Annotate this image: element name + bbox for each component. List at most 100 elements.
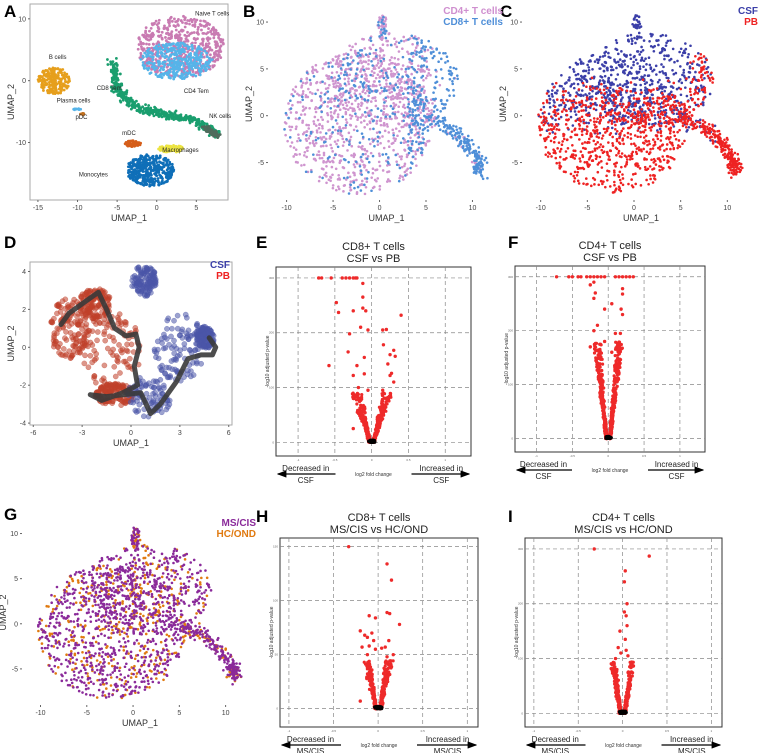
point xyxy=(404,67,408,71)
point xyxy=(347,82,351,86)
point xyxy=(332,111,336,115)
point xyxy=(348,185,352,189)
point xyxy=(291,103,294,107)
point xyxy=(348,123,352,127)
point xyxy=(178,44,182,48)
point xyxy=(372,127,375,131)
point xyxy=(333,104,336,108)
point xyxy=(213,59,217,63)
point xyxy=(366,99,370,102)
point xyxy=(337,54,341,57)
point xyxy=(206,64,209,68)
point xyxy=(664,34,668,37)
point xyxy=(552,99,555,102)
point xyxy=(429,115,432,119)
point xyxy=(411,55,415,58)
point xyxy=(358,164,362,168)
point xyxy=(338,125,342,129)
point xyxy=(195,62,198,65)
point xyxy=(384,96,388,100)
point xyxy=(361,135,365,139)
point xyxy=(420,57,424,60)
point xyxy=(149,165,153,169)
point xyxy=(409,166,412,170)
panel-label-h: H xyxy=(256,507,268,526)
point xyxy=(323,62,326,66)
point xyxy=(562,87,565,91)
point xyxy=(166,31,170,35)
point xyxy=(336,129,340,133)
point xyxy=(151,160,155,164)
point xyxy=(200,48,204,52)
y-tick-label: 5 xyxy=(260,66,264,73)
point xyxy=(593,60,597,63)
point xyxy=(343,70,347,74)
point xyxy=(625,79,629,83)
point xyxy=(305,155,308,159)
point xyxy=(567,91,570,95)
point xyxy=(145,42,148,46)
point xyxy=(159,75,163,79)
point xyxy=(187,57,191,61)
point xyxy=(669,85,673,88)
point xyxy=(378,54,381,58)
point xyxy=(365,106,369,110)
point xyxy=(374,48,378,52)
point xyxy=(217,50,221,54)
point xyxy=(378,16,381,19)
point xyxy=(653,117,657,120)
point xyxy=(473,170,476,173)
y-tick-label: 10 xyxy=(256,20,264,27)
point xyxy=(579,60,583,63)
point xyxy=(360,173,363,176)
point xyxy=(580,79,583,82)
point xyxy=(343,98,347,102)
point xyxy=(396,86,400,89)
point xyxy=(554,118,557,122)
point xyxy=(385,78,388,82)
point xyxy=(584,109,588,112)
point xyxy=(142,47,146,51)
point xyxy=(314,63,318,67)
point xyxy=(208,46,212,49)
point xyxy=(363,98,367,102)
point xyxy=(352,128,356,132)
point xyxy=(645,81,649,84)
point xyxy=(424,142,428,146)
point xyxy=(371,167,375,171)
point xyxy=(411,155,415,158)
point xyxy=(165,180,169,183)
point xyxy=(386,160,390,164)
point xyxy=(123,142,127,146)
point xyxy=(352,181,356,184)
point xyxy=(201,120,205,124)
point xyxy=(390,56,393,59)
point xyxy=(157,109,161,113)
point xyxy=(179,118,183,122)
point xyxy=(402,119,405,123)
point xyxy=(452,77,456,80)
point xyxy=(477,163,481,167)
point xyxy=(547,112,551,116)
point xyxy=(158,46,162,49)
point xyxy=(351,45,354,49)
point xyxy=(354,112,357,116)
point xyxy=(132,105,136,108)
point xyxy=(156,25,160,29)
point xyxy=(154,73,158,76)
point xyxy=(399,141,403,145)
point xyxy=(609,99,613,103)
point xyxy=(387,32,391,35)
point xyxy=(196,30,199,34)
point xyxy=(393,66,396,69)
point xyxy=(335,71,339,74)
point xyxy=(212,64,216,67)
point xyxy=(662,85,666,89)
point xyxy=(305,134,308,137)
point xyxy=(364,53,368,56)
point xyxy=(400,165,404,169)
point xyxy=(676,59,679,63)
point xyxy=(183,117,186,121)
point xyxy=(152,183,156,187)
point xyxy=(394,116,397,120)
